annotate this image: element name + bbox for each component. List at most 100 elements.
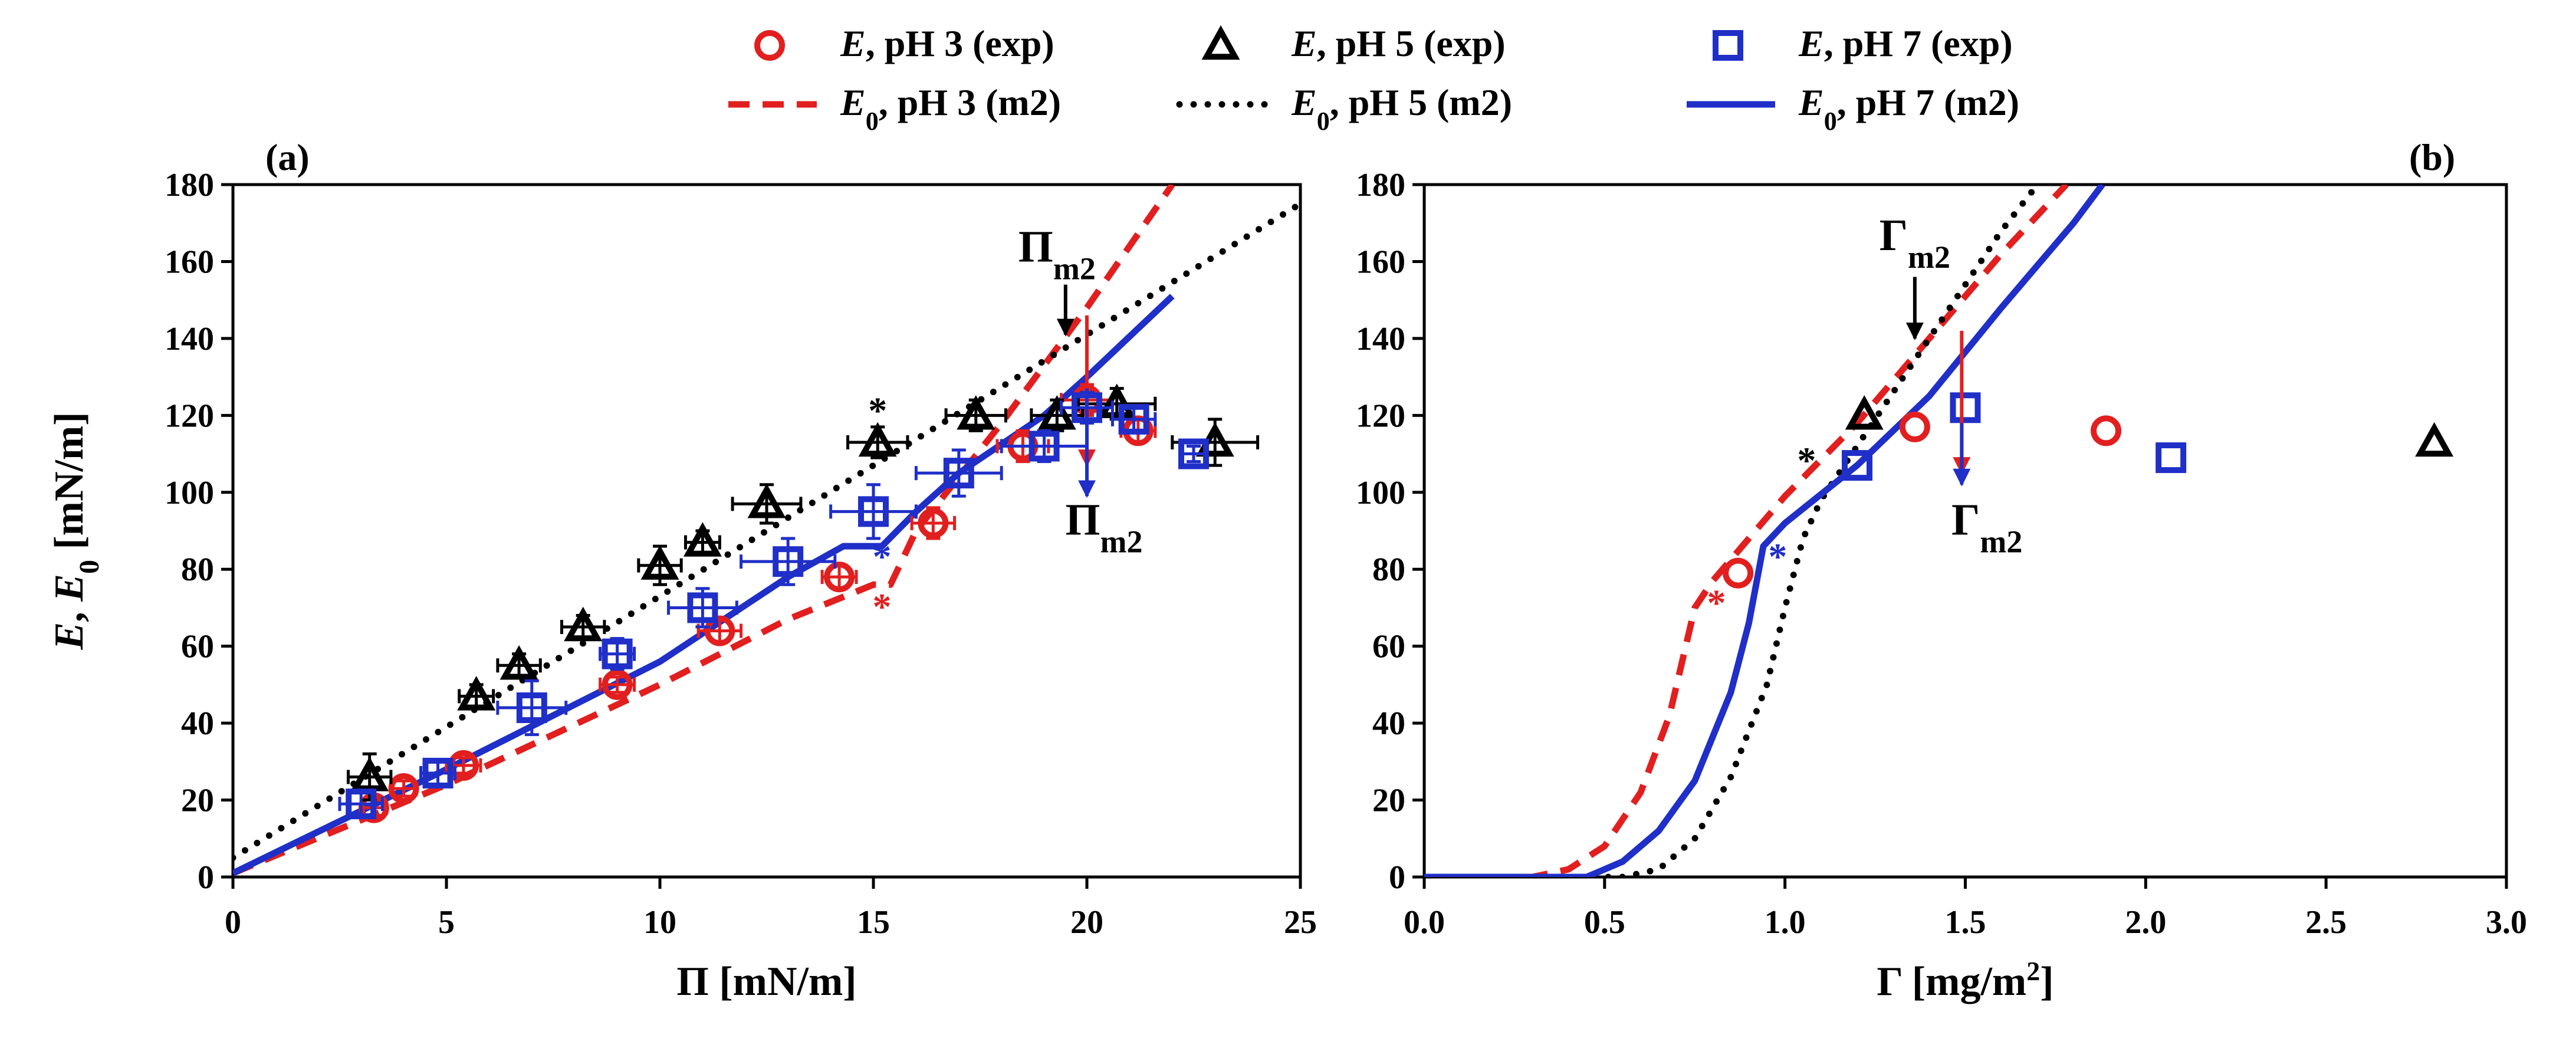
data-point-pH7 xyxy=(1029,431,1060,462)
star-ph7: * xyxy=(872,536,891,577)
data-point-pH7 xyxy=(858,496,889,527)
data-point-pH5 xyxy=(683,522,722,557)
y-tick-label: 80 xyxy=(1372,551,1405,588)
legend: E, pH 3 (exp) E, pH 5 (exp) E, pH 7 (exp) E… xyxy=(728,22,2019,136)
y-tick-label: 180 xyxy=(1356,167,1405,203)
data-point-pH7 xyxy=(1842,450,1872,481)
data-point-pH7 xyxy=(422,757,454,789)
data-point-pH5 xyxy=(500,645,538,680)
y-axis-title: E, E0 [mN/m] xyxy=(47,412,105,650)
y-tick-label: 140 xyxy=(165,321,214,357)
star-ph3-b: * xyxy=(1707,582,1726,623)
legend-exp-ph3-label: E, pH 3 (exp) xyxy=(840,22,1054,64)
y-tick-label: 160 xyxy=(165,244,214,280)
y-tick-label: 100 xyxy=(165,475,214,511)
legend-exp-ph7: E, pH 7 (exp) xyxy=(1713,22,2013,64)
data-point-pH7 xyxy=(1118,403,1149,435)
legend-model-ph7: E0, pH 7 (m2) xyxy=(1687,81,2019,136)
data-point-pH3 xyxy=(388,773,419,804)
y-tick-label: 60 xyxy=(181,629,214,665)
star-ph7-b: * xyxy=(1768,536,1787,577)
data-point-pH3 xyxy=(704,615,735,646)
data-point-pH3 xyxy=(1899,411,1930,442)
legend-model-ph5-label: E0, pH 5 (m2) xyxy=(1291,81,1512,136)
panel-a: 0 5 10 15 20 25 0 20 40 60 80 100 120 140 160 180 Π [mN/… xyxy=(47,136,1317,1004)
data-point-pH7 xyxy=(687,592,718,623)
x-tick-label: 3.0 xyxy=(2486,904,2527,941)
x-tick-label: 20 xyxy=(1070,904,1103,941)
x-tick-label: 0.5 xyxy=(1584,904,1625,941)
data-point-pH5 xyxy=(858,422,897,457)
data-point-pH5 xyxy=(747,484,786,518)
legend-model-ph3-label: E0, pH 3 (m2) xyxy=(840,81,1061,136)
data-point-pH7 xyxy=(346,789,377,820)
series-line-pH5-dot xyxy=(233,201,1300,861)
star-ph5: * xyxy=(868,389,887,431)
y-tick-label: 60 xyxy=(1372,629,1405,665)
data-point-pH5 xyxy=(2415,422,2454,457)
y-tick-label: 0 xyxy=(198,859,214,896)
legend-exp-ph3: E, pH 3 (exp) xyxy=(754,22,1054,64)
data-point-pH5 xyxy=(564,606,603,642)
y-tick-label: 20 xyxy=(1372,783,1405,819)
data-point-pH7 xyxy=(1178,438,1209,469)
x-tick-label: 2.5 xyxy=(2305,904,2347,941)
data-point-pH3 xyxy=(918,507,949,538)
panel-b: 0.0 0.5 1.0 1.5 2.0 2.5 3.0 0 20 40 60 80 100 120 140 1… xyxy=(1356,136,2527,1004)
gamma-m2-lower-label: Γm2 xyxy=(1951,495,2022,560)
y-tick-label: 160 xyxy=(1356,244,1405,280)
star-ph5-b: * xyxy=(1797,439,1816,481)
data-point-pH7 xyxy=(773,546,804,577)
panel-label: (b) xyxy=(2409,136,2455,178)
data-point-pH3 xyxy=(2091,415,2122,446)
gamma-m2-upper-label: Γm2 xyxy=(1880,211,1950,275)
y-tick-label: 20 xyxy=(181,783,214,819)
legend-exp-ph3-marker xyxy=(754,30,785,61)
series-pH3-circle xyxy=(1723,411,2122,589)
x-tick-label: 0 xyxy=(225,904,241,941)
panel-label: (a) xyxy=(265,136,310,178)
y-tick-label: 100 xyxy=(1356,475,1405,511)
legend-exp-ph5-label: E, pH 5 (exp) xyxy=(1291,22,1506,64)
x-tick-label: 5 xyxy=(438,904,455,941)
y-tick-label: 120 xyxy=(1356,398,1405,434)
legend-exp-ph7-marker xyxy=(1713,30,1743,61)
series-line-pH5-dot xyxy=(1424,185,2041,877)
x-tick-label: 2.0 xyxy=(2125,904,2166,941)
data-point-pH5 xyxy=(457,676,496,711)
series-line-pH7-solid xyxy=(1424,185,2105,877)
data-point-pH7 xyxy=(2156,442,2187,474)
x-tick-label: 10 xyxy=(643,904,676,941)
pi-m2-lower-label: Πm2 xyxy=(1065,495,1142,560)
x-tick-label: 15 xyxy=(857,904,890,941)
x-axis-title: Γ [mg/m2] xyxy=(1877,956,2053,1005)
y-tick-label: 180 xyxy=(165,167,214,203)
y-tick-label: 0 xyxy=(1389,859,1405,896)
star-ph3: * xyxy=(872,586,891,628)
plot-frame xyxy=(231,183,1302,879)
series-pH5-triangle xyxy=(1845,395,2454,457)
data-point-pH5 xyxy=(1845,395,1884,430)
series-pH7-square xyxy=(338,390,1209,820)
data-point-pH5 xyxy=(1098,383,1136,418)
pi-m2-upper-label: Πm2 xyxy=(1018,222,1096,286)
plot-area xyxy=(1424,185,2105,877)
data-point-pH7 xyxy=(602,638,633,669)
x-tick-label: 25 xyxy=(1284,904,1317,941)
x-tick-label: 1.0 xyxy=(1765,904,1806,941)
legend-model-ph5: E0, pH 5 (m2) xyxy=(1176,81,1512,136)
data-point-pH7 xyxy=(516,692,547,724)
series-line-pH3-dash xyxy=(1424,185,2069,877)
legend-exp-ph7-label: E, pH 7 (exp) xyxy=(1798,22,2013,64)
legend-exp-ph5-marker xyxy=(1201,25,1240,60)
y-tick-label: 40 xyxy=(181,705,214,742)
legend-model-ph7-label: E0, pH 7 (m2) xyxy=(1798,81,2019,136)
y-tick-label: 120 xyxy=(165,398,214,434)
y-tick-label: 140 xyxy=(1356,321,1405,357)
data-point-pH3 xyxy=(1723,557,1754,589)
x-tick-label: 0.0 xyxy=(1404,904,1445,941)
data-point-pH5 xyxy=(640,545,679,580)
y-tick-label: 80 xyxy=(181,551,214,588)
legend-exp-ph5: E, pH 5 (exp) xyxy=(1201,22,1506,64)
data-point-pH5 xyxy=(350,757,389,791)
